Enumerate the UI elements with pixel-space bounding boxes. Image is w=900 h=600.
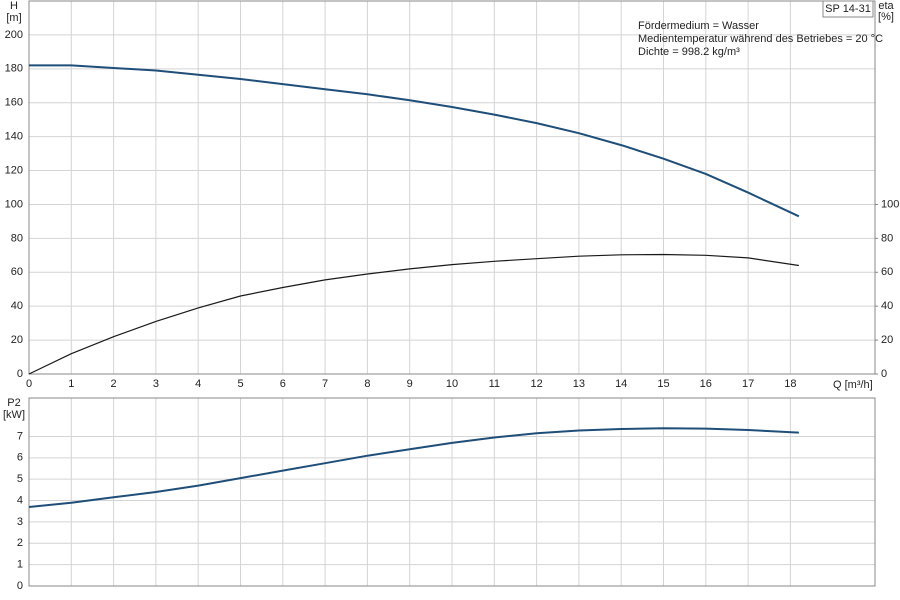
y2-tick-label: 100	[881, 198, 899, 210]
y-tick-label: 100	[5, 198, 23, 210]
y2-tick-label: 20	[881, 334, 893, 346]
x-tick-label: 13	[573, 378, 585, 390]
y-tick-label: 1	[17, 559, 23, 571]
x-tick-label: 4	[195, 378, 201, 390]
y2-tick-label: 0	[881, 368, 887, 380]
y-tick-label: 160	[5, 97, 23, 109]
x-tick-label: 1	[68, 378, 74, 390]
x-tick-label: 10	[446, 378, 458, 390]
x-tick-label: 6	[280, 378, 286, 390]
y-tick-label: 180	[5, 63, 23, 75]
y-tick-label: 2	[17, 537, 23, 549]
grid	[28, 1, 875, 587]
y2-tick-label: 80	[881, 232, 893, 244]
annotation: Fördermedium = Wasser	[638, 20, 759, 32]
y-axis-unit: [kW]	[3, 409, 25, 421]
y-tick-label: 7	[17, 430, 23, 442]
x-tick-label: 17	[742, 378, 754, 390]
y-tick-label: 0	[17, 580, 23, 592]
annotation: Dichte = 998.2 kg/m³	[638, 46, 740, 58]
y-tick-label: 200	[5, 29, 23, 41]
x-tick-label: 7	[322, 378, 328, 390]
y-tick-label: 6	[17, 452, 23, 464]
y-tick-label: 140	[5, 131, 23, 143]
x-tick-label: 5	[237, 378, 243, 390]
x-tick-label: 18	[784, 378, 796, 390]
y-tick-label: 120	[5, 164, 23, 176]
y2-tick-label: 40	[881, 300, 893, 312]
y2-axis-label: eta	[878, 0, 894, 12]
x-tick-label: 15	[657, 378, 669, 390]
plot-frame-bottom	[28, 397, 876, 587]
x-tick-label: 14	[615, 378, 627, 390]
y-tick-label: 40	[11, 300, 23, 312]
y-tick-label: 0	[17, 368, 23, 380]
x-tick-label: 0	[26, 378, 32, 390]
x-tick-label: 16	[700, 378, 712, 390]
y-tick-label: 4	[17, 494, 23, 506]
curve-p2	[28, 427, 799, 508]
y-tick-label: 80	[11, 232, 23, 244]
curve-h	[29, 64, 800, 218]
x-tick-label: 12	[530, 378, 542, 390]
x-axis-label: Q [m³/h]	[833, 379, 873, 391]
y-axis-label: P2	[7, 397, 20, 409]
y-tick-label: 60	[11, 266, 23, 278]
x-tick-label: 3	[153, 378, 159, 390]
x-tick-label: 2	[111, 378, 117, 390]
x-tick-label: 9	[407, 378, 413, 390]
y2-tick-label: 60	[881, 266, 893, 278]
y-tick-label: 3	[17, 516, 23, 528]
plot-frame-top	[28, 0, 876, 375]
x-tick-label: 8	[364, 378, 370, 390]
y2-axis-unit: [%]	[878, 11, 894, 23]
y-tick-label: 20	[11, 334, 23, 346]
chart-title: SP 14-31	[825, 3, 871, 15]
x-tick-label: 11	[489, 378, 500, 390]
y-tick-label: 5	[17, 473, 23, 485]
y-axis-unit: [m]	[6, 12, 21, 24]
y-axis-label: H	[10, 0, 18, 12]
annotation: Medientemperatur während des Betriebes =…	[638, 33, 883, 45]
title-box	[822, 0, 874, 18]
curve-eta	[28, 253, 799, 375]
